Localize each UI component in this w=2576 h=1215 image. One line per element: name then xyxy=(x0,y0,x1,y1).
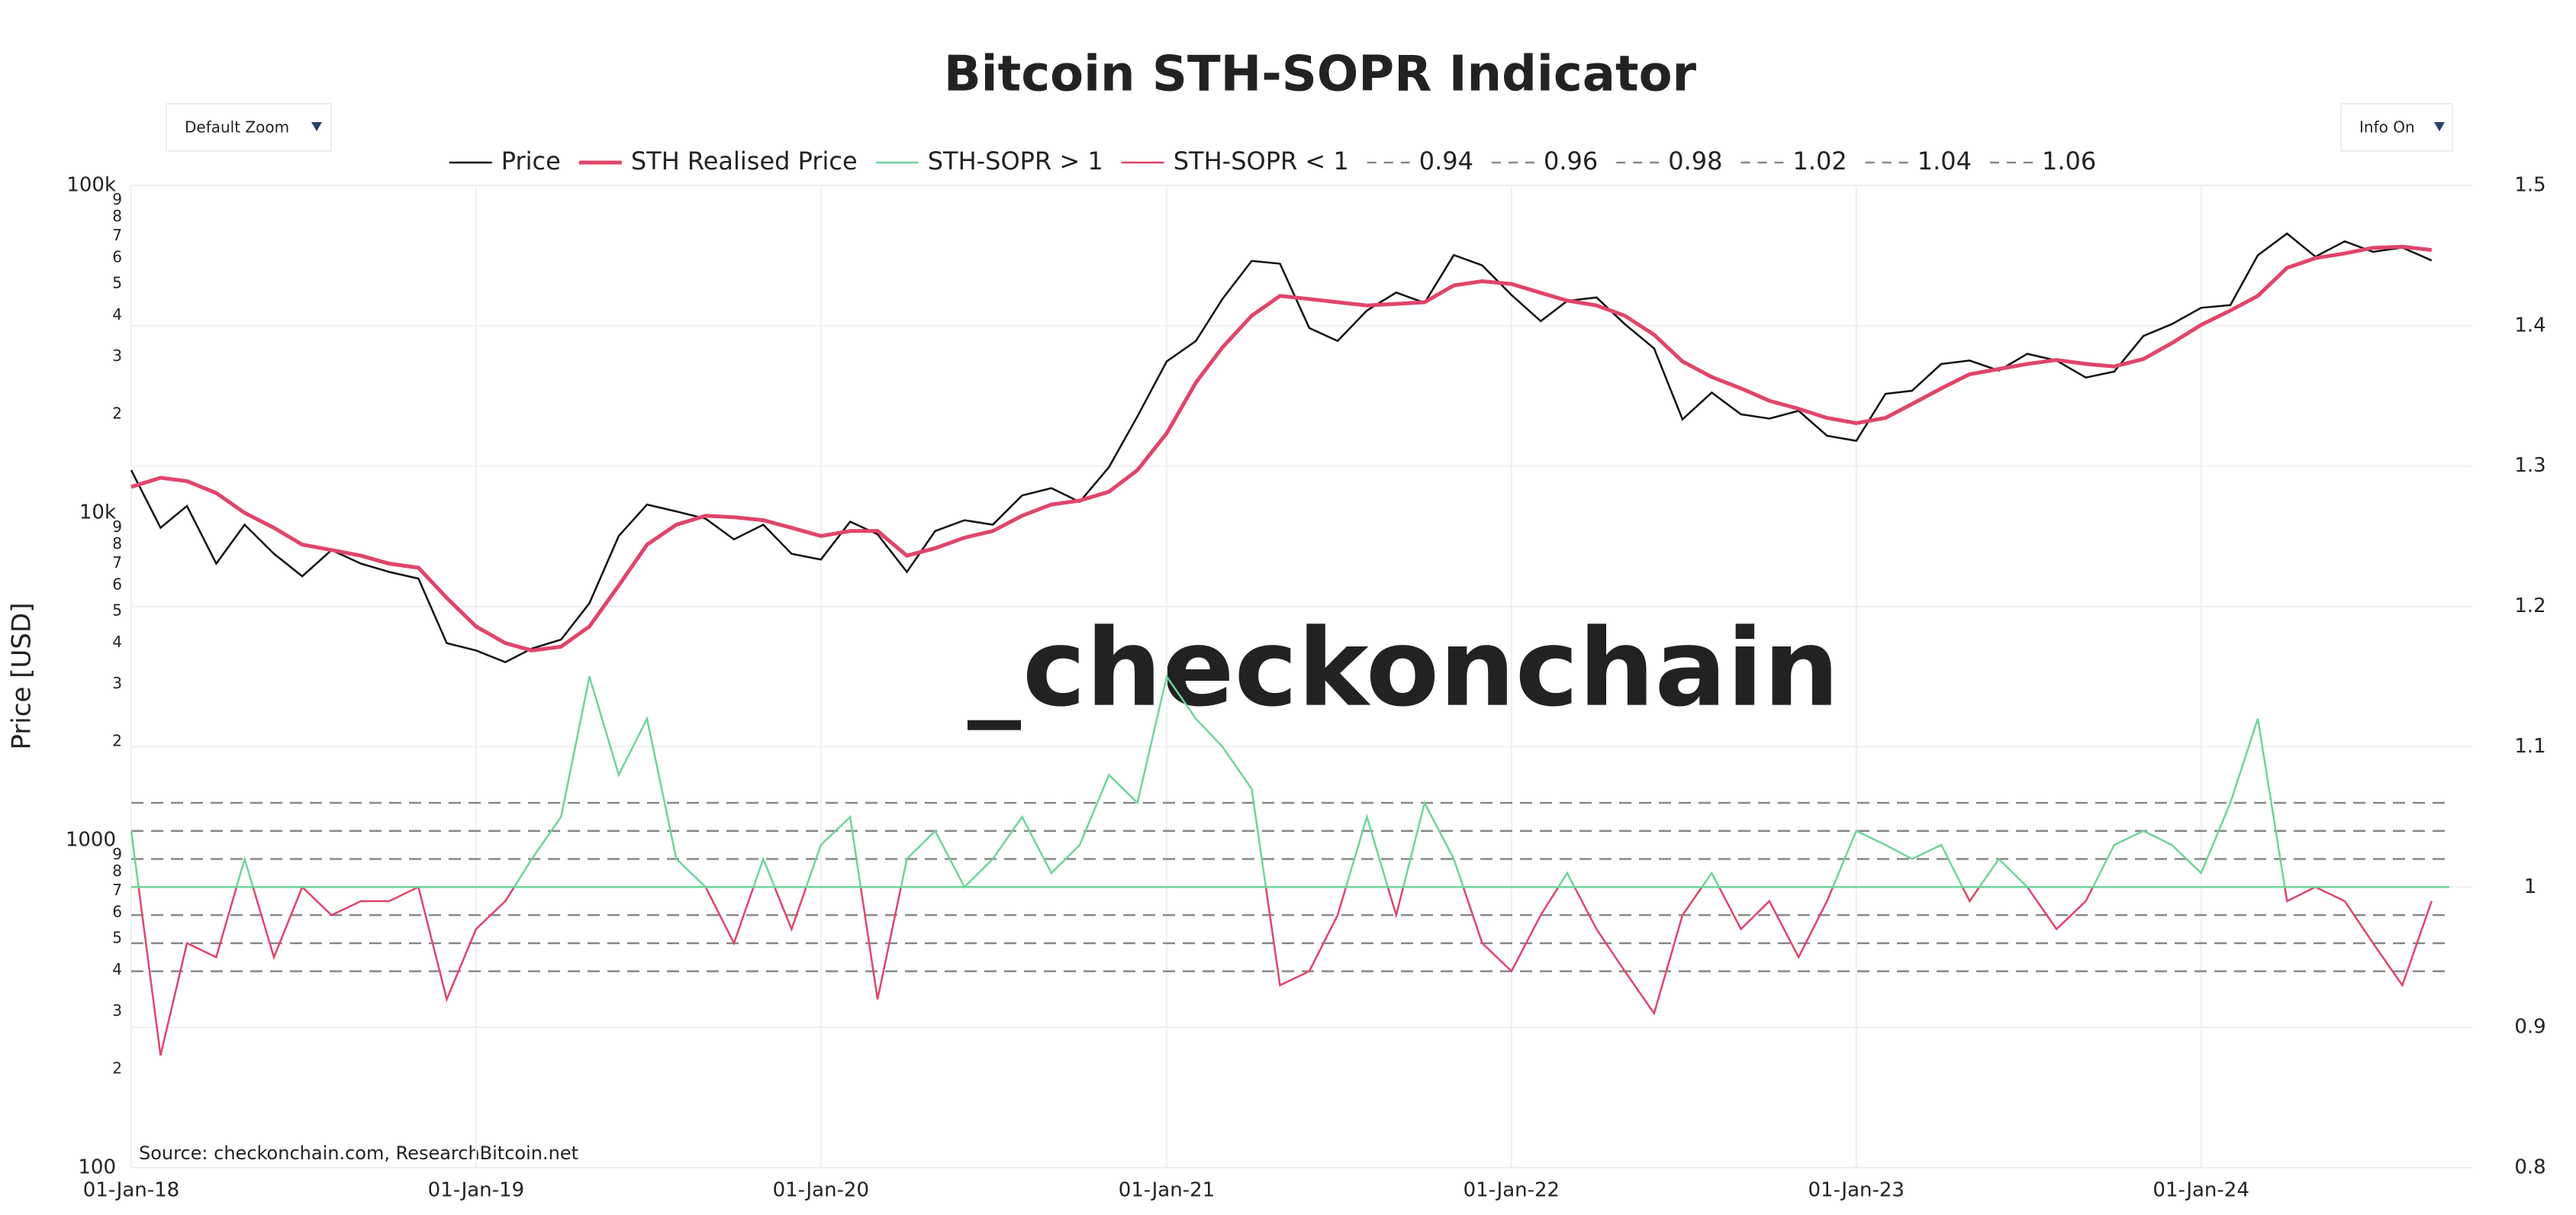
legend: Price STH Realised Price STH-SOPR > 1 STH-S… xyxy=(449,147,2096,176)
legend-label: 0.94 xyxy=(1419,147,1473,176)
y-tick-label: 8 xyxy=(112,534,122,553)
y-tick-label: 5 xyxy=(112,929,122,947)
info-label[interactable]: Info On xyxy=(2359,118,2415,137)
y-tick-label: 5 xyxy=(112,274,122,292)
chart-title: Bitcoin STH-SOPR Indicator xyxy=(944,47,1697,103)
y-tick-label: 7 xyxy=(112,226,122,244)
source-note: Source: checkonchain.com, ResearchBitcoi… xyxy=(139,1142,578,1164)
y-tick-label: 9 xyxy=(112,190,122,208)
y2-tick-label: 0.9 xyxy=(2514,1016,2545,1039)
legend-label: STH-SOPR > 1 xyxy=(928,147,1103,176)
x-tick-label: 01-Jan-21 xyxy=(1119,1179,1215,1202)
price-line xyxy=(130,232,2433,663)
y-tick-label: 6 xyxy=(112,248,122,266)
realised-price-line xyxy=(130,244,2433,653)
y-tick-label: 100 xyxy=(78,1156,116,1179)
legend-label: STH Realised Price xyxy=(631,147,858,176)
y-tick-label: 6 xyxy=(112,575,122,594)
x-tick-label: 01-Jan-24 xyxy=(2153,1179,2249,1202)
y2-tick-label: 1.2 xyxy=(2514,595,2545,617)
legend-label: Price xyxy=(501,147,561,176)
legend-label: STH-SOPR < 1 xyxy=(1174,147,1349,176)
y-tick-label: 7 xyxy=(112,881,122,899)
y-tick-label: 8 xyxy=(112,207,122,225)
x-tick-label: 01-Jan-19 xyxy=(428,1179,524,1202)
y-tick-label: 8 xyxy=(112,862,122,880)
y2-tick-label: 1.5 xyxy=(2514,174,2545,197)
y-tick-label: 9 xyxy=(112,845,122,863)
watermark-prefix: _ xyxy=(968,607,1021,731)
y-tick-label: 7 xyxy=(112,553,122,572)
zoom-dropdown[interactable]: Default Zoom xyxy=(166,103,332,152)
zoom-label[interactable]: Default Zoom xyxy=(185,118,289,137)
legend-label: 1.06 xyxy=(2042,147,2096,176)
x-tick-label: 01-Jan-22 xyxy=(1463,1179,1560,1202)
y2-tick-label: 1.4 xyxy=(2514,314,2545,337)
legend-label: 0.96 xyxy=(1544,147,1598,176)
y2-tick-label: 1 xyxy=(2524,875,2537,898)
x-tick-label: 01-Jan-18 xyxy=(83,1179,179,1202)
y-tick-label: 9 xyxy=(112,517,122,536)
legend-label: 1.02 xyxy=(1792,147,1847,176)
y-tick-label: 10k xyxy=(79,501,116,524)
y-tick-label: 3 xyxy=(112,346,122,365)
watermark: checkonchain xyxy=(1022,607,1840,731)
y-tick-label: 100k xyxy=(66,174,116,197)
y-tick-label: 2 xyxy=(112,1059,122,1077)
legend-label: 0.98 xyxy=(1668,147,1722,176)
x-tick-label: 01-Jan-23 xyxy=(1808,1179,1905,1202)
y2-tick-label: 1.3 xyxy=(2514,454,2545,477)
y-tick-label: 1000 xyxy=(66,829,116,852)
y-tick-label: 4 xyxy=(112,960,122,978)
y-tick-label: 3 xyxy=(112,674,122,692)
y-tick-label: 5 xyxy=(112,601,122,620)
y-tick-label: 3 xyxy=(112,1001,122,1020)
y-tick-label: 2 xyxy=(112,404,122,422)
legend-label: 1.04 xyxy=(1918,147,1972,176)
x-tick-label: 01-Jan-20 xyxy=(773,1179,869,1202)
info-dropdown[interactable]: Info On xyxy=(2340,103,2453,152)
y2-tick-label: 1.1 xyxy=(2514,735,2545,758)
y-tick-label: 6 xyxy=(112,903,122,921)
y2-tick-label: 0.8 xyxy=(2514,1156,2545,1179)
y-axis-label: Price [USD] xyxy=(7,603,37,750)
y-tick-label: 4 xyxy=(112,305,122,324)
y-tick-label: 4 xyxy=(112,633,122,651)
y-tick-label: 2 xyxy=(112,731,122,749)
